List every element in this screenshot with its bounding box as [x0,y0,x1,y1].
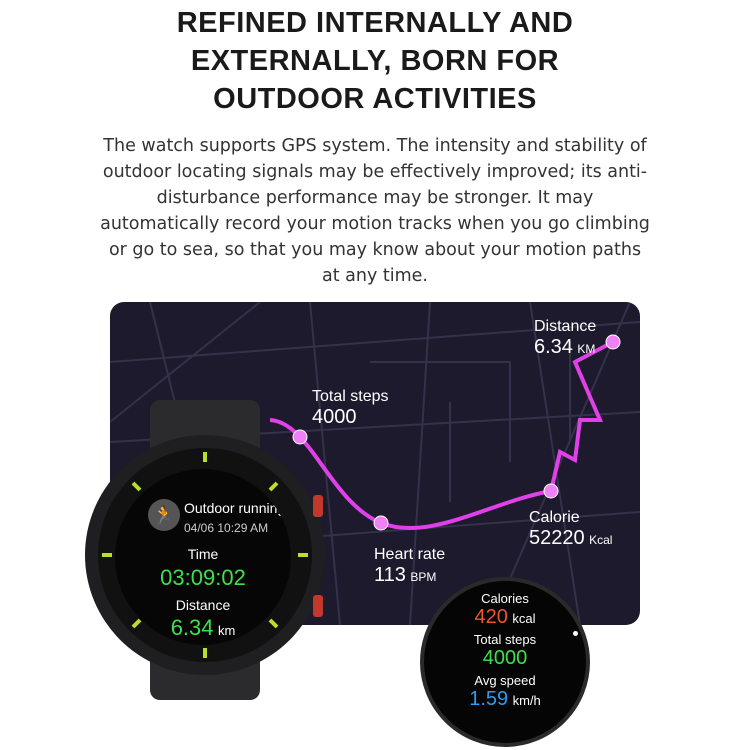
calorie-stat: Calorie 52220 Kcal [529,509,613,549]
distance-point [605,334,621,350]
watch-face: 🏃 Outdoor running 04/06 10:29 AM Time 03… [115,469,291,645]
headline: REFINED INTERNALLY AND EXTERNALLY, BORN … [176,7,574,115]
page-indicator [573,631,578,636]
heart-rate-stat: Heart rate 113 BPM [374,546,446,586]
watch-stats-screen: Calories 420 kcal Total steps 4000 Avg s… [420,577,590,747]
description: The watch supports GPS system. The inten… [100,136,650,286]
steps-stat: Total steps 4000 [312,388,389,428]
calorie-point [543,483,559,499]
steps-point [292,429,308,445]
heart-rate-point [373,515,389,531]
map-streets [110,302,640,625]
running-person-icon: 🏃 [148,499,180,531]
distance-stat: Distance 6.34 KM [534,318,597,358]
